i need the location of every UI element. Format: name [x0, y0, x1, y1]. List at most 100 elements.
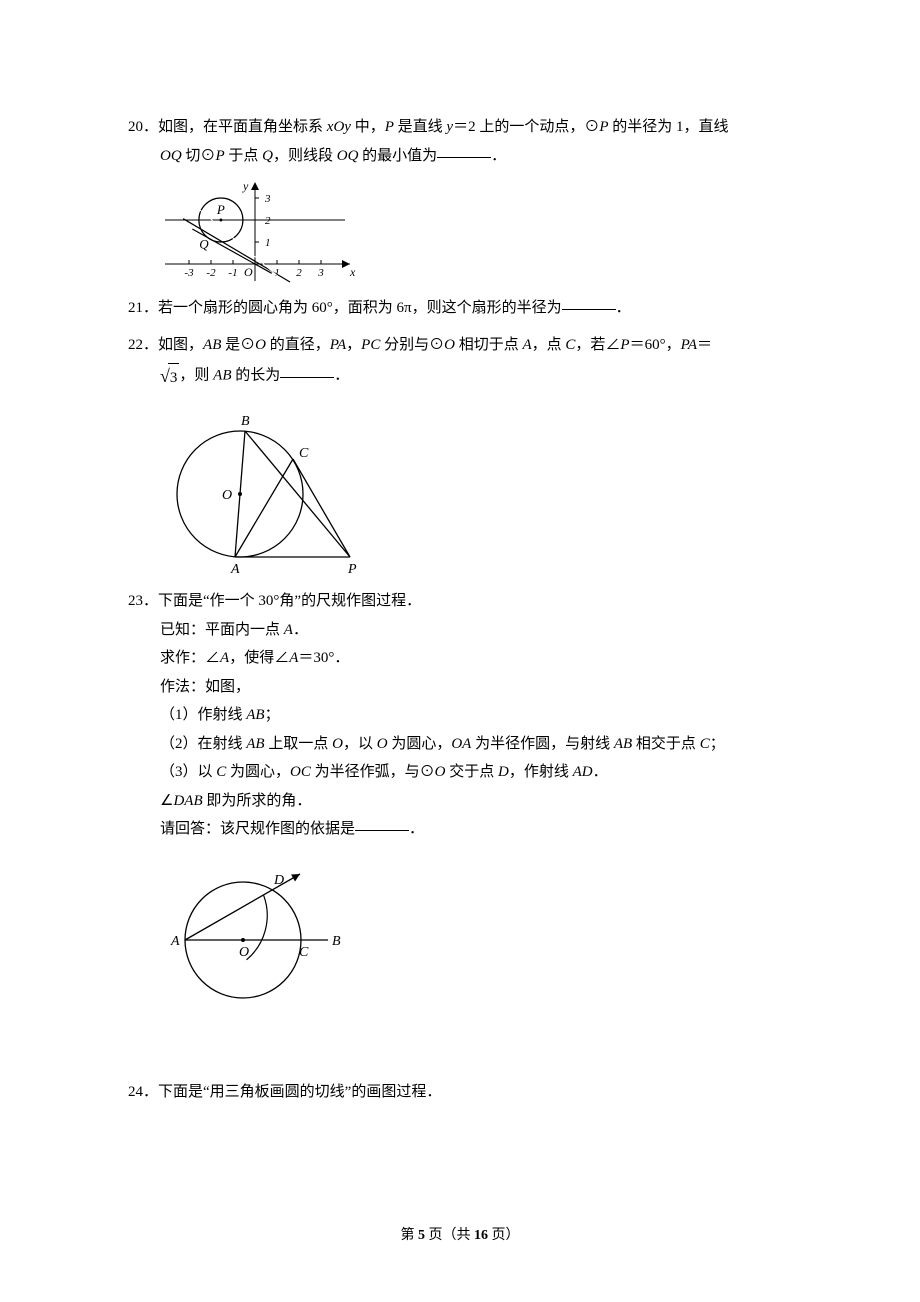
- t: ．: [293, 622, 308, 638]
- t: 页（共: [425, 1228, 474, 1243]
- q24-text: 下面是“用三角板画圆的切线”的画图过程．: [158, 1084, 441, 1100]
- svg-text:3: 3: [317, 267, 324, 279]
- q23-blank: [355, 815, 409, 831]
- q22-blank: [280, 362, 334, 378]
- t: A: [284, 622, 293, 638]
- t: ，则线段: [273, 148, 337, 164]
- svg-text:A: A: [170, 934, 180, 949]
- t: ，若∠: [575, 337, 620, 353]
- t: AD: [573, 764, 593, 780]
- svg-text:x: x: [349, 265, 356, 279]
- t: 第: [401, 1228, 419, 1243]
- q23-step-method: 作法：如图，: [160, 673, 810, 702]
- t: ，点: [532, 337, 566, 353]
- svg-text:3: 3: [264, 193, 271, 205]
- t: 为圆心，: [226, 764, 290, 780]
- t: ＝2 上的一个动点，⊙: [453, 119, 599, 135]
- t: 页）: [488, 1228, 520, 1243]
- t: 的长为: [231, 368, 280, 384]
- t: 中，: [351, 119, 385, 135]
- t: AB: [203, 337, 221, 353]
- t: AB: [614, 736, 632, 752]
- t: ＝: [697, 337, 712, 353]
- spacer: [128, 1018, 810, 1078]
- t: A: [289, 650, 298, 666]
- t: ，则: [179, 368, 213, 384]
- q23-step-want: 求作：∠A，使得∠A＝30°．: [160, 644, 810, 673]
- t: 求作：∠: [160, 650, 220, 666]
- t: （3）以: [160, 764, 216, 780]
- t: 如图，: [158, 337, 203, 353]
- t: ，作射线: [509, 764, 573, 780]
- t: 即为所求的角．: [203, 793, 312, 809]
- t: OQ: [337, 148, 359, 164]
- t: OA: [451, 736, 471, 752]
- t: ．: [409, 821, 424, 837]
- q22-figure: OABCP: [160, 399, 810, 579]
- q23-title: 下面是“作一个 30°角”的尺规作图过程．: [158, 593, 421, 609]
- svg-text:1: 1: [265, 237, 271, 249]
- t: A: [522, 337, 531, 353]
- t: 已知：平面内一点: [160, 622, 284, 638]
- svg-text:O: O: [239, 945, 249, 960]
- t: O: [377, 736, 388, 752]
- t: 相切于点: [455, 337, 523, 353]
- t: C: [216, 764, 226, 780]
- svg-text:C: C: [299, 945, 309, 960]
- t: 为半径作弧，与⊙: [311, 764, 435, 780]
- t: P: [620, 337, 629, 353]
- t: OC: [290, 764, 311, 780]
- q20-svg: 1-112-223-33PQOxy: [160, 176, 360, 286]
- q20-blank: [437, 142, 491, 158]
- t: 请回答：该尺规作图的依据是: [160, 821, 355, 837]
- t: 分别与⊙: [380, 337, 444, 353]
- t: 是直线: [394, 119, 447, 135]
- question-24: 24．下面是“用三角板画圆的切线”的画图过程．: [128, 1078, 810, 1107]
- page-current: 5: [418, 1228, 425, 1243]
- svg-text:2: 2: [296, 267, 302, 279]
- q23-svg: O A C B D: [128, 850, 358, 1010]
- q23-step-3: （3）以 C 为圆心，OC 为半径作弧，与⊙O 交于点 D，作射线 AD．: [160, 758, 810, 787]
- t: 上取一点: [265, 736, 333, 752]
- question-22: 22．如图，AB 是⊙O 的直径，PA，PC 分别与⊙O 相切于点 A，点 C，…: [128, 331, 810, 580]
- svg-text:P: P: [216, 202, 225, 217]
- sqrt-icon: √3: [160, 359, 179, 393]
- q22-line2: √3，则 AB 的长为．: [160, 359, 810, 393]
- t: 相交于点: [632, 736, 700, 752]
- svg-text:-2: -2: [206, 267, 216, 279]
- t: （2）在射线: [160, 736, 246, 752]
- q22-number: 22．: [128, 337, 158, 353]
- t: Q: [262, 148, 273, 164]
- svg-text:O: O: [244, 265, 253, 279]
- q21-blank: [562, 294, 616, 310]
- t: 为圆心，: [388, 736, 452, 752]
- t: ；: [265, 707, 280, 723]
- question-21: 21．若一个扇形的圆心角为 60°，面积为 6π，则这个扇形的半径为．: [128, 294, 810, 323]
- svg-text:-3: -3: [184, 267, 194, 279]
- t: OQ: [160, 148, 182, 164]
- svg-text:y: y: [242, 179, 249, 193]
- t: ，以: [343, 736, 377, 752]
- t: O: [435, 764, 446, 780]
- svg-text:D: D: [273, 873, 284, 888]
- t: 的最小值为: [358, 148, 437, 164]
- t: ．: [616, 300, 631, 316]
- t: O: [444, 337, 455, 353]
- svg-text:2: 2: [265, 215, 271, 227]
- question-23: 23．下面是“作一个 30°角”的尺规作图过程． 已知：平面内一点 A． 求作：…: [128, 587, 810, 1010]
- svg-text:B: B: [332, 934, 341, 949]
- t: ．: [334, 368, 349, 384]
- t: AB: [246, 707, 264, 723]
- page-total: 16: [474, 1228, 488, 1243]
- t: 的直径，: [266, 337, 330, 353]
- t: 交于点: [446, 764, 499, 780]
- question-20: 20．如图，在平面直角坐标系 xOy 中，P 是直线 y＝2 上的一个动点，⊙P…: [128, 113, 810, 286]
- q23-step-2: （2）在射线 AB 上取一点 O，以 O 为圆心，OA 为半径作圆，与射线 AB…: [160, 730, 810, 759]
- t: 的半径为 1，直线: [609, 119, 729, 135]
- t: 为半径作圆，与射线: [471, 736, 614, 752]
- q23-step-result: ∠DAB 即为所求的角．: [160, 787, 810, 816]
- svg-text:A: A: [230, 562, 240, 577]
- q23-figure: O A C B D: [128, 850, 810, 1010]
- q23-step-given: 已知：平面内一点 A．: [160, 616, 810, 645]
- t: O: [255, 337, 266, 353]
